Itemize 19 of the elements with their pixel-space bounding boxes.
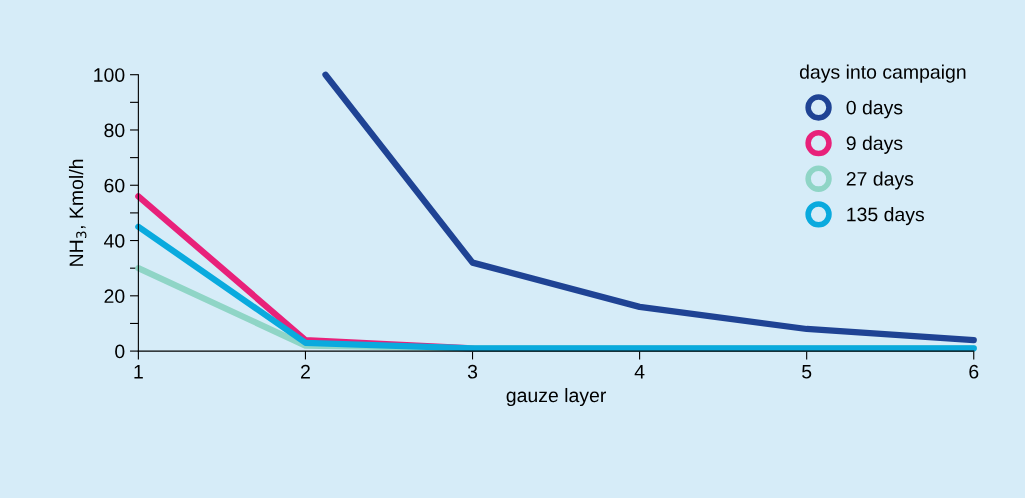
x-tick-label: 4 [634, 365, 645, 379]
legend-label: 0 days [846, 100, 903, 119]
legend-label: 9 days [846, 135, 903, 154]
x-tick-label: 1 [134, 365, 143, 379]
legend-label: 135 days [847, 207, 924, 226]
legend-label: 27 days [846, 171, 914, 190]
legend-title: days into campaign [799, 64, 966, 83]
y-tick-label: 100 [94, 68, 125, 82]
x-tick-label: 3 [467, 364, 478, 379]
y-tick-label: 40 [104, 234, 125, 248]
y-tick-label: 20 [104, 289, 125, 304]
y-tick-label: 60 [104, 178, 125, 193]
x-axis-title: gauze layer [506, 387, 607, 407]
y-tick-label: 0 [115, 344, 125, 359]
y-tick-label: 80 [104, 123, 125, 138]
x-tick-label: 6 [969, 364, 979, 379]
x-tick-label: 5 [802, 365, 812, 379]
x-tick-label: 2 [301, 364, 310, 379]
y-axis-title: NH$_{3}$, Kmol/h [68, 159, 87, 266]
